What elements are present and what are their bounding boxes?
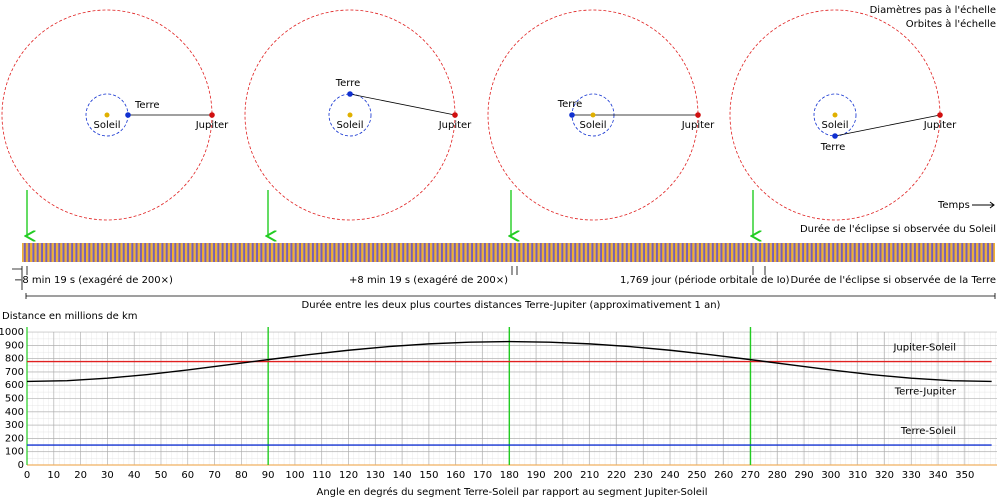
earth <box>569 112 575 118</box>
sun <box>590 112 596 118</box>
x-tick-label: 10 <box>47 470 60 481</box>
minus-delay: −8 min 19 s (exagéré de 200×) <box>14 274 173 286</box>
x-tick-label: 90 <box>262 470 275 481</box>
y-tick-label: 1000 <box>0 327 24 338</box>
earth <box>347 91 353 97</box>
x-tick-label: 40 <box>128 470 141 481</box>
x-tick-label: 300 <box>821 470 840 481</box>
eclipse-sun-label: Durée de l'éclipse si observée du Soleil <box>800 223 996 235</box>
earth-label: Terre <box>557 99 583 110</box>
x-tick-label: 120 <box>339 470 358 481</box>
series-label: Terre-Soleil <box>900 426 956 437</box>
x-tick-label: 210 <box>580 470 599 481</box>
sun <box>347 112 353 118</box>
x-axis-title: Angle en degrés du segment Terre-Soleil … <box>316 486 707 498</box>
y-tick-label: 300 <box>5 420 24 431</box>
x-tick-label: 280 <box>768 470 787 481</box>
x-tick-label: 80 <box>235 470 248 481</box>
sun-label: Soleil <box>822 120 849 131</box>
earth-label: Terre <box>335 78 361 89</box>
y-tick-label: 200 <box>5 433 24 444</box>
x-tick-label: 270 <box>741 470 760 481</box>
x-tick-label: 140 <box>393 470 412 481</box>
note: Diamètres pas à l'échelle <box>870 4 996 16</box>
jupiter-label: Jupiter <box>438 120 472 131</box>
x-tick-label: 310 <box>848 470 867 481</box>
y-tick-label: 700 <box>5 367 24 378</box>
earth <box>125 112 131 118</box>
x-tick-label: 30 <box>101 470 114 481</box>
x-tick-label: 190 <box>527 470 546 481</box>
x-tick-label: 230 <box>634 470 653 481</box>
io-period: 1,769 jour (période orbitale de Io) <box>620 274 790 286</box>
y-tick-label: 100 <box>5 447 24 458</box>
earth-label: Terre <box>820 142 846 153</box>
x-tick-label: 160 <box>446 470 465 481</box>
series-label: Jupiter-Soleil <box>892 343 956 354</box>
x-tick-label: 100 <box>285 470 304 481</box>
x-tick-label: 260 <box>714 470 733 481</box>
jupiter <box>937 112 943 118</box>
y-tick-label: 800 <box>5 354 24 365</box>
y-tick-label: 500 <box>5 394 24 405</box>
jupiter-label: Jupiter <box>923 120 957 131</box>
x-tick-label: 200 <box>553 470 572 481</box>
y-axis-title: Distance en millions de km <box>2 311 137 322</box>
eclipse-timeline <box>22 243 995 262</box>
year-span: Durée entre les deux plus courtes distan… <box>302 299 721 311</box>
time-label: Temps <box>937 200 970 211</box>
jupiter <box>695 112 701 118</box>
earth-jupiter-line <box>349 93 456 116</box>
x-tick-label: 250 <box>687 470 706 481</box>
series-label: Terre-Jupiter <box>894 386 957 397</box>
x-tick-label: 50 <box>155 470 168 481</box>
sun <box>104 112 110 118</box>
jupiter <box>209 112 215 118</box>
note: Orbites à l'échelle <box>906 18 996 30</box>
x-tick-label: 60 <box>181 470 194 481</box>
x-tick-label: 320 <box>875 470 894 481</box>
plus-delay: +8 min 19 s (exagéré de 200×) <box>349 274 508 286</box>
x-tick-label: 330 <box>902 470 921 481</box>
x-tick-label: 150 <box>419 470 438 481</box>
sun-label: Soleil <box>337 120 364 131</box>
x-tick-label: 350 <box>955 470 974 481</box>
x-tick-label: 130 <box>366 470 385 481</box>
x-tick-label: 0 <box>24 470 30 481</box>
x-tick-label: 20 <box>74 470 87 481</box>
y-tick-label: 600 <box>5 380 24 391</box>
x-tick-label: 290 <box>795 470 814 481</box>
x-tick-label: 180 <box>500 470 519 481</box>
x-tick-label: 220 <box>607 470 626 481</box>
jupiter-label: Jupiter <box>195 120 229 131</box>
sun <box>832 112 838 118</box>
x-tick-label: 240 <box>661 470 680 481</box>
sun-label: Soleil <box>94 120 121 131</box>
eclipse-earth-label: Durée de l'éclipse si observée de la Ter… <box>790 274 996 286</box>
x-tick-label: 70 <box>208 470 221 481</box>
y-tick-label: 900 <box>5 340 24 351</box>
earth-orbit <box>328 93 372 137</box>
earth-label: Terre <box>134 100 160 111</box>
x-tick-label: 110 <box>312 470 331 481</box>
series-line <box>26 340 992 383</box>
dimension-lines <box>12 266 996 299</box>
x-tick-label: 340 <box>929 470 948 481</box>
earth-jupiter-line <box>834 114 941 137</box>
y-tick-label: 0 <box>18 460 24 471</box>
earth <box>832 133 838 139</box>
y-tick-label: 400 <box>5 407 24 418</box>
sun-label: Soleil <box>580 120 607 131</box>
x-tick-label: 170 <box>473 470 492 481</box>
jupiter <box>452 112 458 118</box>
time-arrow <box>972 201 995 209</box>
jupiter-label: Jupiter <box>681 120 715 131</box>
